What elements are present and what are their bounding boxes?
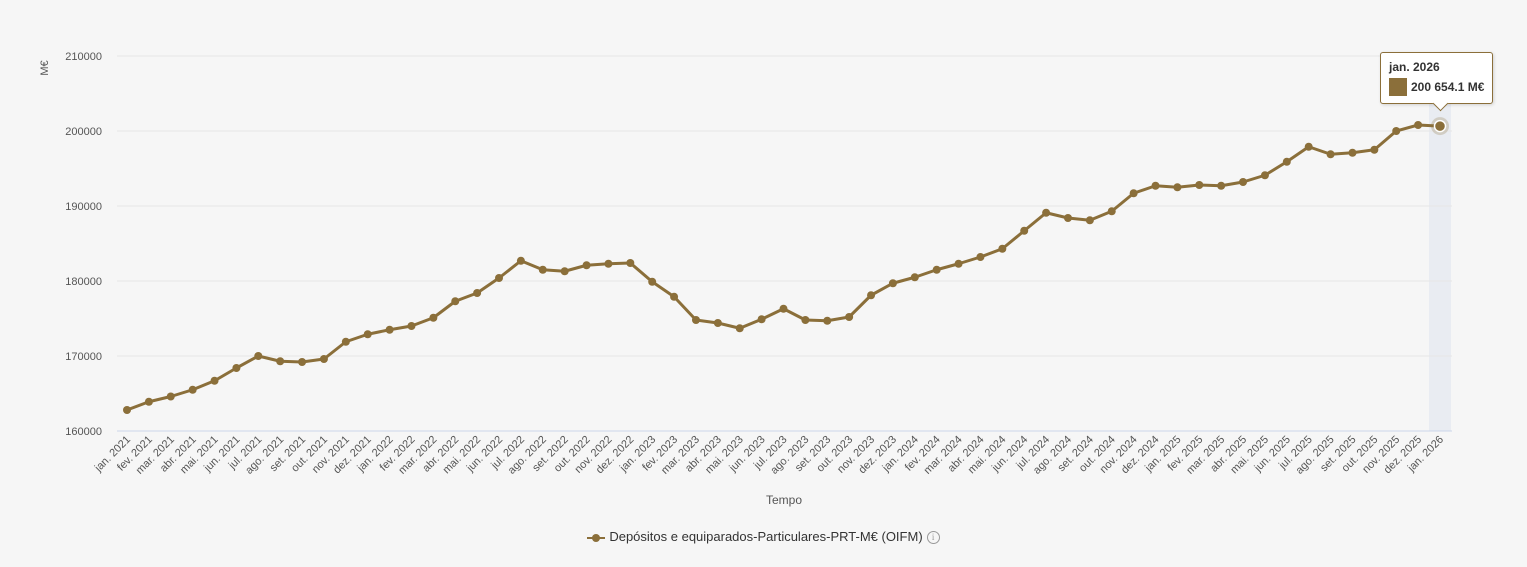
data-point: [1326, 150, 1335, 159]
data-point: [516, 256, 525, 265]
data-point: [560, 267, 569, 276]
data-point: [1414, 121, 1423, 129]
y-tick-label: 180000: [65, 276, 102, 288]
data-point: [1085, 216, 1094, 225]
data-point: [604, 259, 613, 268]
tooltip: jan. 2026 200 654.1 M€: [1380, 52, 1494, 104]
data-point: [1392, 127, 1401, 135]
data-point: [188, 385, 197, 394]
legend-label[interactable]: Depósitos e equiparados-Particulares-PRT…: [609, 529, 923, 544]
data-point: [1239, 178, 1248, 186]
data-point: [210, 376, 219, 385]
y-tick-label: 160000: [65, 426, 102, 438]
data-point: [954, 259, 963, 268]
data-point: [626, 259, 635, 267]
data-point: [845, 313, 854, 321]
data-point: [407, 322, 416, 330]
data-point: [713, 319, 722, 327]
data-point: [429, 313, 438, 322]
data-point: [757, 315, 766, 324]
data-point: [538, 265, 547, 274]
data-point: [1129, 189, 1138, 198]
y-tick-label: 210000: [65, 51, 102, 63]
data-point: [473, 289, 482, 297]
data-point: [1217, 181, 1226, 190]
data-point: [1020, 226, 1029, 235]
data-point: [363, 330, 372, 339]
data-point: [1370, 145, 1379, 154]
data-point: [735, 324, 744, 333]
data-point: [801, 316, 810, 324]
data-point: [385, 325, 394, 334]
data-point: [779, 304, 788, 313]
data-point: [1195, 181, 1204, 189]
y-tick-label: 190000: [65, 201, 102, 213]
data-point: [1151, 181, 1160, 190]
data-point: [823, 316, 832, 325]
data-point: [319, 355, 328, 363]
hover-band: [1429, 56, 1451, 431]
y-tick-label: 200000: [65, 126, 102, 138]
data-point: [648, 277, 657, 286]
tooltip-title: jan. 2026: [1389, 60, 1440, 74]
data-point: [232, 364, 241, 372]
data-point: [867, 291, 876, 300]
legend[interactable]: Depósitos e equiparados-Particulares-PRT…: [0, 529, 1527, 545]
data-point: [1042, 208, 1051, 217]
data-point: [1063, 214, 1072, 222]
data-point: [276, 357, 285, 366]
series-line: [126, 123, 1441, 412]
data-point: [1282, 157, 1291, 166]
y-axis-title: M€: [39, 60, 51, 75]
data-point: [144, 397, 153, 406]
data-point: [341, 337, 350, 346]
y-tick-label: 170000: [65, 351, 102, 363]
data-point: [1107, 207, 1116, 216]
data-point: [254, 352, 263, 360]
series-swatch: [1389, 78, 1407, 96]
legend-marker-icon: [587, 533, 606, 543]
data-point: [166, 392, 175, 401]
data-point: [932, 265, 941, 274]
data-point: [888, 279, 897, 288]
data-point: [495, 274, 504, 282]
data-point: [1260, 171, 1269, 180]
data-point: [1173, 183, 1182, 192]
data-point: [1433, 119, 1447, 133]
data-point: [670, 292, 679, 301]
info-icon[interactable]: i: [926, 531, 940, 545]
data-point: [910, 273, 919, 282]
data-point: [998, 244, 1007, 253]
data-point: [1304, 142, 1313, 151]
data-point: [582, 261, 591, 270]
x-axis-title: Tempo: [766, 493, 802, 507]
tooltip-value: 200 654.1 M€: [1411, 80, 1485, 94]
data-point: [976, 253, 985, 261]
data-point: [691, 316, 700, 324]
data-point: [1348, 148, 1357, 157]
data-point: [451, 297, 460, 306]
data-point: [123, 406, 131, 414]
data-point: [298, 358, 307, 366]
